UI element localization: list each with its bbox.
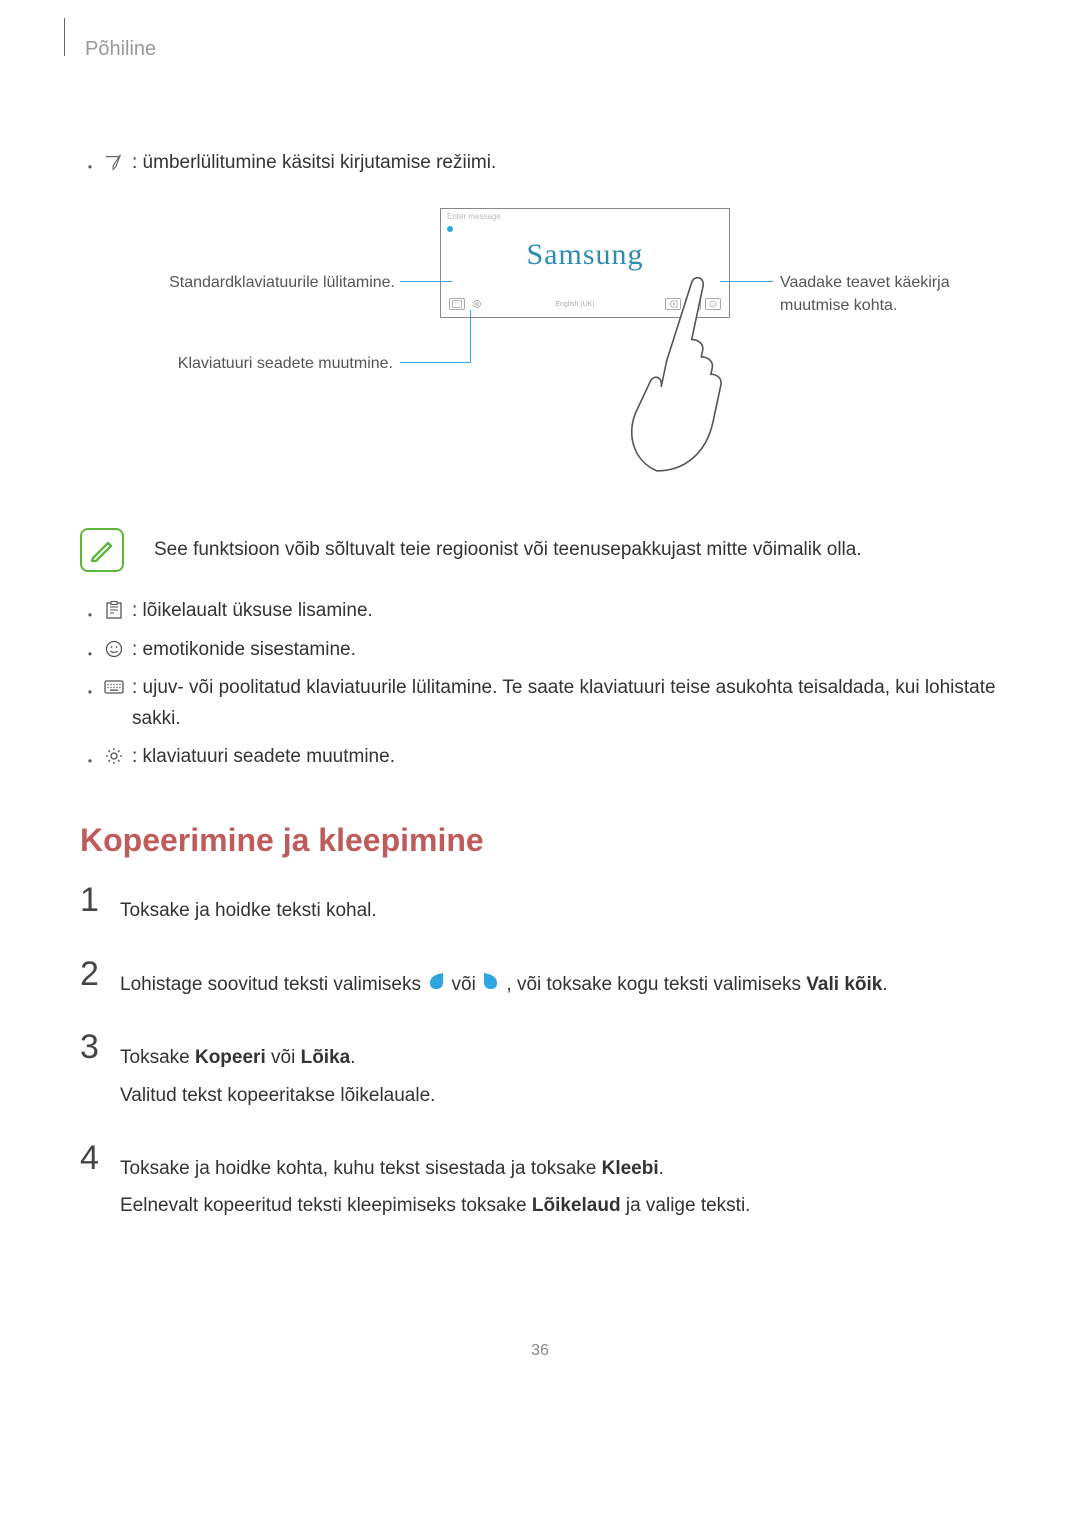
- step-bold: Kleebi: [602, 1158, 659, 1179]
- selection-handle-left-icon: [428, 969, 444, 1000]
- step-text-part: ja valige teksti.: [626, 1195, 751, 1216]
- step-4: 4 Toksake ja hoidke kohta, kuhu tekst si…: [80, 1141, 1000, 1228]
- keyboard-layout-icon: [449, 298, 465, 310]
- cursor-dot: [447, 226, 453, 232]
- step-bold: Lõikelaud: [532, 1195, 621, 1216]
- bullet-text: : klaviatuuri seadete muutmine.: [128, 742, 1000, 772]
- step-1: 1 Toksake ja hoidke teksti kohal.: [80, 883, 1000, 932]
- callout-line-vertical: [470, 310, 471, 363]
- step-text: Eelnevalt kopeeritud teksti kleepimiseks…: [120, 1190, 1000, 1221]
- step-3: 3 Toksake Kopeeri või Lõika. Valitud tek…: [80, 1030, 1000, 1117]
- step-bold: Vali kõik: [806, 974, 882, 995]
- note-text: See funktsioon võib sõltuvalt teie regio…: [154, 539, 1000, 561]
- step-body: Toksake ja hoidke kohta, kuhu tekst sise…: [120, 1141, 1000, 1228]
- step-text: Toksake ja hoidke teksti kohal.: [120, 895, 1000, 926]
- page-number: 36: [80, 1252, 1000, 1360]
- callout-handwriting-info: Vaadake teavet käekirja muutmise kohta.: [780, 272, 1000, 317]
- settings-gear-icon: [100, 742, 128, 766]
- step-text-part: .: [659, 1158, 664, 1179]
- header-divider: [64, 18, 65, 56]
- bullet-marker: •: [80, 742, 100, 771]
- bullet-marker: •: [80, 673, 100, 702]
- step-text-part: Toksake ja hoidke kohta, kuhu tekst sise…: [120, 1158, 602, 1179]
- floating-keyboard-icon: [100, 673, 128, 697]
- touch-hand-icon: [610, 253, 780, 478]
- bullet-clipboard: • : lõikelaualt üksuse lisamine.: [80, 596, 1000, 626]
- page-content: • : ümberlülitumine käsitsi kirjutamise …: [80, 40, 1000, 1360]
- section-heading: Kopeerimine ja kleepimine: [80, 822, 1000, 859]
- step-text-part: Lohistage soovitud teksti valimiseks: [120, 974, 426, 995]
- bullet-text: : ujuv- või poolitatud klaviatuurile lül…: [128, 673, 1000, 734]
- handwriting-mode-icon: [100, 148, 128, 174]
- step-text: Toksake Kopeeri või Lõika.: [120, 1042, 1000, 1073]
- bullet-text: : emotikonide sisestamine.: [128, 635, 1000, 665]
- bullet-marker: •: [80, 596, 100, 625]
- step-text-part: .: [882, 974, 887, 995]
- step-body: Toksake Kopeeri või Lõika. Valitud tekst…: [120, 1030, 1000, 1117]
- step-text-part: .: [350, 1047, 355, 1068]
- step-number: 4: [80, 1141, 120, 1228]
- step-text-part: või: [452, 974, 482, 995]
- bullet-text: : lõikelaualt üksuse lisamine.: [128, 596, 1000, 626]
- step-text: Valitud tekst kopeeritakse lõikelauale.: [120, 1080, 1000, 1111]
- step-text-part: Eelnevalt kopeeritud teksti kleepimiseks…: [120, 1195, 532, 1216]
- keyboard-settings-small-icon: [471, 298, 483, 310]
- section-header: Põhiline: [85, 38, 156, 61]
- step-body: Toksake ja hoidke teksti kohal.: [120, 883, 1000, 932]
- intro-bullet-text: : ümberlülitumine käsitsi kirjutamise re…: [128, 148, 1000, 178]
- device-placeholder: Enter message: [441, 209, 729, 224]
- document-page: Põhiline • : ümberlülitumine käsitsi kir…: [0, 0, 1080, 1420]
- bullet-floating-keyboard: • : ujuv- või poolitatud klaviatuurile l…: [80, 673, 1000, 734]
- intro-bullet: • : ümberlülitumine käsitsi kirjutamise …: [80, 148, 1000, 178]
- step-2: 2 Lohistage soovitud teksti valimiseks v…: [80, 957, 1000, 1007]
- step-number: 1: [80, 883, 120, 932]
- clipboard-icon: [100, 596, 128, 620]
- step-number: 2: [80, 957, 120, 1007]
- step-bold: Lõika: [301, 1047, 351, 1068]
- note-icon: [80, 528, 124, 572]
- callout-standard-keyboard: Standardklaviatuurile lülitamine.: [150, 272, 395, 294]
- note-block: See funktsioon võib sõltuvalt teie regio…: [80, 528, 1000, 572]
- callout-line: [400, 281, 452, 282]
- step-text-part: Toksake: [120, 1047, 195, 1068]
- step-text-part: või: [271, 1047, 301, 1068]
- step-text: Toksake ja hoidke kohta, kuhu tekst sise…: [120, 1153, 1000, 1184]
- handwriting-diagram: Enter message Samsung English (UK): [80, 198, 1000, 498]
- emoji-icon: [100, 635, 128, 659]
- bullet-marker: •: [80, 635, 100, 664]
- selection-handle-right-icon: [483, 969, 499, 1000]
- callout-keyboard-settings: Klaviatuuri seadete muutmine.: [110, 353, 393, 375]
- step-bold: Kopeeri: [195, 1047, 266, 1068]
- bullet-marker: •: [80, 148, 100, 177]
- step-text-part: , või toksake kogu teksti valimiseks: [506, 974, 806, 995]
- step-number: 3: [80, 1030, 120, 1117]
- step-text: Lohistage soovitud teksti valimiseks või…: [120, 969, 1000, 1001]
- callout-line: [400, 362, 470, 363]
- bullet-emoji: • : emotikonide sisestamine.: [80, 635, 1000, 665]
- step-body: Lohistage soovitud teksti valimiseks või…: [120, 957, 1000, 1007]
- bullet-settings: • : klaviatuuri seadete muutmine.: [80, 742, 1000, 772]
